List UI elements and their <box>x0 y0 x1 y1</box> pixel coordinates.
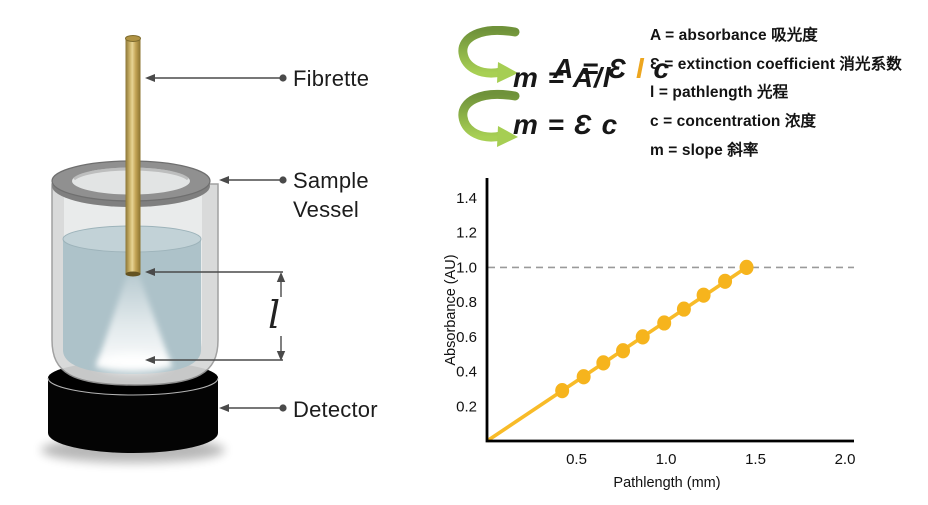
y-tick-label: 1.0 <box>456 259 477 276</box>
x-tick-label: 1.0 <box>656 451 677 468</box>
pathlength-up-arrowhead <box>276 272 286 282</box>
x-axis-label: Pathlength (mm) <box>613 475 720 491</box>
pathlength-bottom-arrowhead <box>145 356 155 364</box>
vessel-callout-dot <box>279 176 287 184</box>
detector-body <box>48 378 218 453</box>
x-tick-label: 2.0 <box>835 451 856 468</box>
data-point <box>657 315 672 331</box>
pathlength-down-arrowhead <box>276 351 286 361</box>
fibrette-label: Fibrette <box>293 66 370 91</box>
data-point <box>576 369 591 385</box>
legend-item-concentration: c = concentration 浓度 <box>650 113 817 131</box>
y-tick-label: 1.4 <box>456 190 477 207</box>
absorbance-pathlength-chart: 0.5 1.0 1.5 2.0 0.2 0.4 0.6 0.8 1.0 1.2 1.4 Pathlen… <box>443 178 856 491</box>
equation-beer-lambert: A = Ɛ l c <box>519 21 670 117</box>
legend-item-extinction-coefficient: Ɛ = extinction coefficient 消光系数 <box>650 55 902 73</box>
sample-vessel-label: Sample Vessel <box>293 166 369 224</box>
legend-item-pathlength: l = pathlength 光程 <box>650 84 789 102</box>
data-point <box>676 301 691 317</box>
light-beam-spot <box>99 354 167 372</box>
detector-callout-dot <box>279 404 287 412</box>
x-tick-label: 1.5 <box>745 451 766 468</box>
equation-slope-definition: m = A/l <box>513 62 612 93</box>
equation1-prefix: A = Ɛ <box>553 53 636 84</box>
data-point <box>555 383 570 399</box>
detector-callout-arrowhead <box>219 404 229 412</box>
fibrette-graphic <box>125 35 141 277</box>
vessel-callout-arrowhead <box>219 176 229 184</box>
annotations <box>145 74 287 412</box>
fibrette-callout-dot <box>279 74 287 82</box>
derivation-arrows <box>458 26 520 147</box>
axes <box>485 178 854 443</box>
y-tick-label: 0.8 <box>456 294 477 311</box>
pathlength-top-arrowhead <box>145 268 155 276</box>
fibrette-callout-arrowhead <box>145 74 155 82</box>
detector-label: Detector <box>293 397 378 422</box>
y-tick-label: 0.4 <box>456 364 477 381</box>
sample-vessel-graphic <box>51 160 219 386</box>
y-axis-label: Absorbance (AU) <box>443 254 459 365</box>
data-point <box>739 259 754 275</box>
data-point <box>635 329 650 345</box>
fibrette-tip <box>125 271 141 277</box>
legend-item-slope: m = slope 斜率 <box>650 141 759 159</box>
vessel-illustration <box>41 35 287 463</box>
equation1-suffix: c <box>644 53 671 84</box>
data-point <box>596 355 611 371</box>
fibrette-rod <box>125 38 141 274</box>
equation1-pathlength-term: l <box>635 53 645 84</box>
derivation-arrow-icon-1 <box>458 26 520 83</box>
sample-vessel-label-line2: Vessel <box>293 197 360 222</box>
pathlength-symbol: l <box>268 293 281 337</box>
sample-vessel-label-line1: Sample <box>293 168 369 193</box>
data-point <box>616 343 631 359</box>
y-tick-label: 1.2 <box>456 225 477 242</box>
derivation-arrow-icon-2 <box>458 90 520 147</box>
data-point <box>696 287 711 303</box>
fibrette-top <box>125 35 141 42</box>
detector-edge-highlight <box>47 377 219 396</box>
y-tick-label: 0.2 <box>456 398 477 415</box>
variable-legend: A = absorbance 吸光度 Ɛ = extinction coeffi… <box>650 20 902 163</box>
equation-slope-result: m = Ɛ c <box>513 109 619 140</box>
x-tick-label: 0.5 <box>566 451 587 468</box>
y-tick-label: 0.6 <box>456 329 477 346</box>
data-point <box>718 273 733 289</box>
legend-item-absorbance: A = absorbance 吸光度 <box>650 27 818 45</box>
light-beam-cone <box>96 275 172 367</box>
